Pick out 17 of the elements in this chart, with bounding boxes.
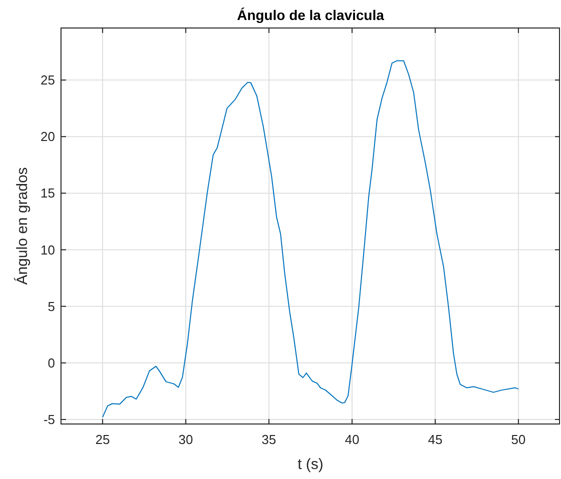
x-tick-label: 30: [178, 432, 193, 447]
y-tick-label: 20: [40, 129, 55, 144]
y-tick-label: 0: [48, 355, 55, 370]
y-axis-title: Ángulo en grados: [13, 167, 31, 285]
y-tick-label: 10: [40, 242, 55, 258]
x-tick-label: 45: [428, 432, 442, 447]
y-tick-label: 5: [48, 298, 55, 314]
y-tick-label: 25: [40, 72, 55, 88]
line-series: [102, 60, 519, 418]
y-tick-label: -5: [43, 412, 55, 428]
x-tick-label: 50: [511, 432, 526, 447]
chart-title: Ángulo de la clavicula: [236, 7, 384, 23]
x-axis-title: t (s): [298, 456, 324, 473]
x-tick-label: 25: [95, 432, 110, 447]
x-tick-label: 40: [344, 432, 360, 447]
y-tick-label: 15: [40, 186, 55, 201]
x-tick-label: 35: [262, 432, 276, 447]
